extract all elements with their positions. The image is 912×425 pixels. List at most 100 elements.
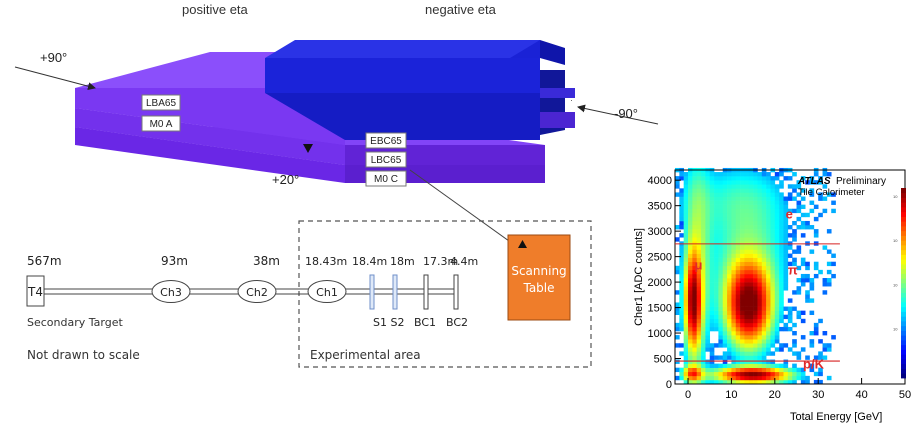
heatmap-cell <box>774 192 780 197</box>
heatmap-cell <box>757 212 763 218</box>
heatmap-cell <box>753 184 758 189</box>
heatmap-cell <box>753 310 758 316</box>
heatmap-cell <box>731 204 737 210</box>
heatmap-cell <box>679 196 684 201</box>
heatmap-cell <box>722 229 728 234</box>
heatmap-cell <box>718 355 724 360</box>
heatmap-cell <box>696 359 702 364</box>
heatmap-cell <box>761 375 767 381</box>
s1-distance: 18.4m <box>352 255 387 268</box>
heatmap-cell <box>753 314 758 320</box>
heatmap-cell <box>809 339 815 344</box>
heatmap-cell <box>748 225 754 230</box>
ch2-label: Ch2 <box>246 286 268 299</box>
heatmap-cell <box>813 233 819 238</box>
heatmap-cell <box>792 306 797 311</box>
heatmap-cell <box>800 196 806 201</box>
heatmap-cell <box>744 343 750 348</box>
heatmap-cell <box>774 331 780 336</box>
heatmap-cell <box>744 208 750 214</box>
heatmap-cell <box>770 188 776 193</box>
heatmap-cell <box>683 375 689 381</box>
heatmap-cell <box>696 257 702 263</box>
heatmap-cell <box>805 290 810 295</box>
heatmap-cell <box>731 310 737 316</box>
heatmap-cell <box>761 208 767 214</box>
heatmap-cell <box>722 261 728 267</box>
heatmap-cell <box>792 249 797 254</box>
heatmap-cell <box>787 261 793 267</box>
heatmap-cell <box>688 237 693 242</box>
heatmap-cell <box>783 208 789 214</box>
heatmap-cell <box>701 318 706 324</box>
heatmap-cell <box>675 290 680 295</box>
heatmap-cell <box>766 282 771 287</box>
heatmap-cell <box>722 379 728 385</box>
heatmap-cell <box>757 371 763 377</box>
heatmap-cell <box>701 245 706 250</box>
heatmap-cell <box>718 269 724 275</box>
heatmap-cell <box>761 339 767 344</box>
heatmap-cell <box>770 314 776 320</box>
heatmap-cell <box>744 302 750 307</box>
heatmap-cell <box>779 367 784 373</box>
heatmap-cell <box>735 339 741 344</box>
heatmap-cell <box>770 310 776 316</box>
heatmap-cell <box>761 261 767 267</box>
heatmap-cell <box>722 339 728 344</box>
heatmap-cell <box>696 225 702 230</box>
heatmap-cell <box>727 273 732 279</box>
heatmap-cell <box>679 302 684 307</box>
heatmap-cell <box>774 220 780 226</box>
heatmap-cell <box>692 269 697 275</box>
heatmap-cell <box>709 294 715 299</box>
heatmap-cell <box>701 265 706 271</box>
heatmap-cell <box>679 249 684 254</box>
heatmap-cell <box>774 208 780 214</box>
heatmap-cell <box>766 331 771 336</box>
heatmap-cell <box>766 314 771 320</box>
heatmap-cell <box>744 331 750 336</box>
heatmap-cell <box>800 273 806 279</box>
heatmap-cell <box>753 371 758 377</box>
heatmap-cell <box>735 355 741 360</box>
heatmap-cell <box>757 359 763 364</box>
heatmap-cell <box>683 298 689 303</box>
heatmap-cell <box>683 282 689 287</box>
heatmap-cell <box>774 282 780 287</box>
heatmap-cell <box>696 314 702 320</box>
heatmap-cell <box>757 200 763 205</box>
colorbar-segment <box>901 344 906 350</box>
heatmap-cell <box>735 278 741 283</box>
heatmap-cell <box>800 371 806 377</box>
heatmap-cell <box>675 335 680 340</box>
heatmap-cell <box>779 180 784 185</box>
heatmap-cell <box>727 302 732 307</box>
heatmap-cell <box>701 200 706 205</box>
heatmap-cell <box>770 180 776 185</box>
heatmap-cell <box>809 286 815 291</box>
heatmap-cell <box>761 220 767 226</box>
heatmap-cell <box>748 347 754 352</box>
colorbar-segment <box>901 325 906 331</box>
heatmap-cell <box>753 290 758 295</box>
heatmap-cell <box>688 233 693 238</box>
heatmap-cell <box>692 314 697 320</box>
heatmap-cell <box>783 261 789 267</box>
heatmap-cell <box>731 286 737 291</box>
heatmap-cell <box>727 286 732 291</box>
heatmap-cell <box>766 245 771 250</box>
heatmap-cell <box>735 208 741 214</box>
heatmap-cell <box>770 237 776 242</box>
heatmap-cell <box>744 371 750 377</box>
heatmap-cell <box>705 253 711 258</box>
heatmap-cell <box>709 261 715 267</box>
heatmap-cell <box>740 351 745 356</box>
heatmap-cell <box>783 269 789 275</box>
heatmap-cell <box>692 294 697 299</box>
heatmap-cell <box>774 314 780 320</box>
heatmap-cell <box>688 273 693 279</box>
dot-marker: · <box>570 95 573 105</box>
heatmap-cell <box>761 294 767 299</box>
